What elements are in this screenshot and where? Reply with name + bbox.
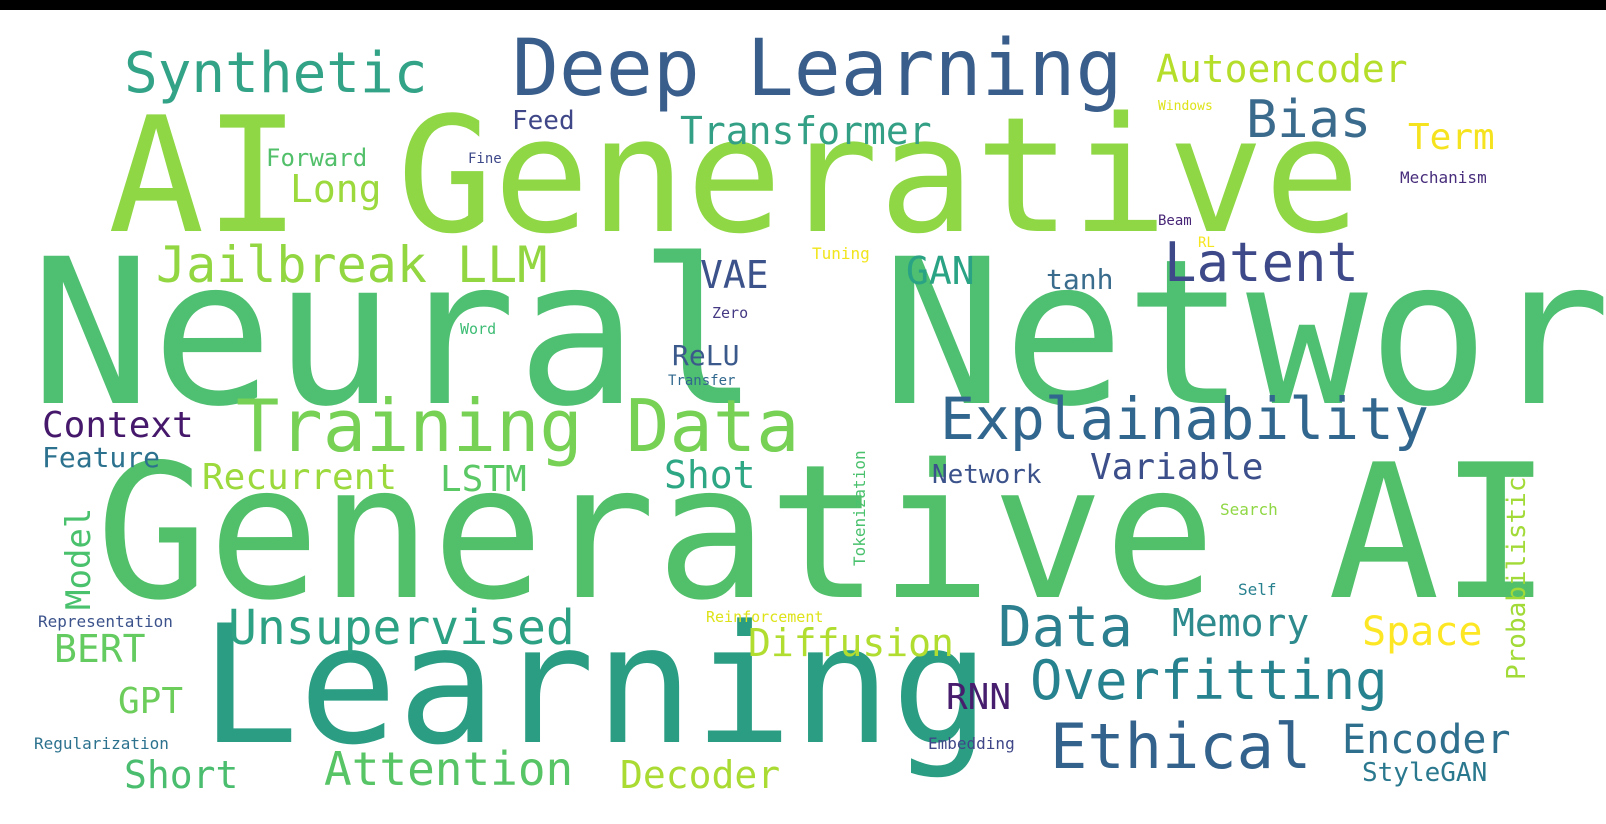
word-word: Word: [460, 320, 497, 338]
word-learning: Learning: [200, 590, 990, 781]
word-overfitting: Overfitting: [1030, 649, 1388, 712]
word-generative-ai: Generative AI: [96, 424, 1552, 641]
word-context: Context: [42, 405, 194, 446]
word-short: Short: [124, 753, 239, 797]
word-training-data: Training Data: [236, 384, 800, 468]
word-stylegan: StyleGAN: [1362, 758, 1488, 788]
word-fine: Fine: [468, 151, 502, 167]
word-explainability: Explainability: [940, 385, 1429, 453]
word-search: Search: [1220, 500, 1278, 519]
word-rnn: RNN: [946, 677, 1012, 718]
word-synthetic: Synthetic: [124, 41, 428, 106]
word-windows: Windows: [1158, 99, 1213, 114]
word-deep-learning: Deep Learning: [512, 24, 1123, 114]
word-bert: BERT: [54, 627, 146, 671]
word-probabilistic: Probabilistic: [1502, 476, 1532, 681]
word-unsupervised: Unsupervised: [228, 600, 575, 656]
word-encoder: Encoder: [1342, 717, 1511, 763]
word-regularization: Regularization: [34, 734, 169, 753]
word-feed: Feed: [512, 106, 575, 136]
word-attention: Attention: [324, 742, 574, 796]
word-lstm: LSTM: [440, 459, 527, 500]
word-jailbreak-llm: Jailbreak LLM: [156, 236, 548, 294]
word-memory: Memory: [1172, 601, 1310, 645]
word-ethical: Ethical: [1050, 710, 1312, 783]
word-tanh: tanh: [1046, 263, 1114, 296]
word-ai-generative: AI Generative: [108, 82, 1361, 269]
word-transfer: Transfer: [668, 373, 736, 389]
word-long: Long: [290, 167, 382, 211]
word-term: Term: [1408, 117, 1495, 158]
word-zero: Zero: [712, 304, 749, 322]
word-tokenization: Tokenization: [850, 450, 869, 566]
word-autoencoder: Autoencoder: [1156, 47, 1408, 91]
word-mechanism: Mechanism: [1400, 168, 1487, 187]
word-gpt: GPT: [118, 681, 184, 722]
word-data: Data: [998, 595, 1133, 660]
word-diffusion: Diffusion: [748, 621, 954, 665]
word-rl: RL: [1198, 235, 1215, 251]
word-forward: Forward: [266, 144, 368, 172]
word-embedding: Embedding: [928, 734, 1015, 753]
word-model: Model: [59, 507, 99, 610]
word-tuning: Tuning: [812, 244, 870, 263]
word-variable: Variable: [1090, 447, 1264, 488]
word-reinforcement: Reinforcement: [706, 608, 824, 626]
word-cloud: Neural Network Generative AI AI Generati…: [0, 10, 1606, 824]
word-transformer: Transformer: [680, 109, 932, 153]
word-network: Network: [932, 460, 1042, 490]
word-gan: GAN: [906, 249, 975, 293]
word-decoder: Decoder: [620, 753, 781, 797]
word-neural-network: Neural Network: [30, 215, 1606, 451]
word-representation: Representation: [38, 612, 173, 631]
word-vae: VAE: [700, 253, 769, 297]
word-space: Space: [1362, 609, 1483, 655]
word-relu: ReLU: [672, 339, 740, 372]
word-shot: Shot: [664, 453, 756, 497]
word-feature: Feature: [42, 441, 161, 474]
top-border-bar: [0, 0, 1606, 10]
word-recurrent: Recurrent: [202, 457, 398, 498]
word-beam: Beam: [1158, 213, 1192, 229]
word-bias: Bias: [1246, 90, 1372, 150]
word-latent: Latent: [1164, 231, 1360, 294]
word-self: Self: [1238, 580, 1277, 599]
